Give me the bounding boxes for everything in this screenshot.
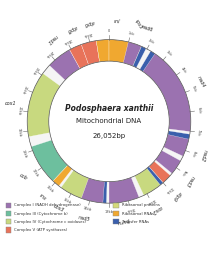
Wedge shape (140, 51, 155, 72)
Text: rps3: rps3 (134, 18, 144, 30)
FancyBboxPatch shape (6, 211, 11, 216)
Text: 14kb: 14kb (83, 206, 92, 212)
Text: 26,052bp: 26,052bp (92, 133, 126, 139)
Text: 24kb: 24kb (62, 37, 72, 45)
Text: 25kb: 25kb (83, 31, 92, 37)
Wedge shape (103, 181, 107, 203)
Text: 11kb: 11kb (146, 198, 156, 205)
Text: nad4: nad4 (196, 75, 206, 88)
Wedge shape (109, 40, 129, 63)
Wedge shape (147, 167, 163, 185)
Text: Complex I (NADH dehydrogenase): Complex I (NADH dehydrogenase) (14, 203, 81, 207)
Text: Mitochondrial DNA: Mitochondrial DNA (77, 118, 141, 124)
Wedge shape (123, 42, 141, 66)
Text: nad6: nad6 (140, 24, 154, 33)
Text: 13kb: 13kb (105, 210, 113, 214)
FancyBboxPatch shape (6, 203, 11, 208)
Text: 17kb: 17kb (30, 168, 39, 178)
Text: atp6: atp6 (83, 19, 95, 27)
FancyBboxPatch shape (6, 219, 11, 224)
Wedge shape (61, 170, 89, 198)
Text: 9kb: 9kb (180, 169, 187, 177)
Text: 18kb: 18kb (21, 149, 28, 158)
Wedge shape (135, 168, 161, 196)
Text: cox2: cox2 (150, 204, 163, 215)
Text: Complex III (Cytochrome b): Complex III (Cytochrome b) (14, 211, 68, 216)
FancyBboxPatch shape (113, 203, 119, 208)
Text: Complex V (ATP synthases): Complex V (ATP synthases) (14, 228, 68, 232)
Text: Podosphaera xanthii: Podosphaera xanthii (65, 104, 153, 113)
Text: Complex IV (Cytochrome c oxidases): Complex IV (Cytochrome c oxidases) (14, 220, 86, 224)
Text: Ribosomal proteins: Ribosomal proteins (122, 203, 160, 207)
Text: 10kb: 10kb (164, 185, 174, 194)
Text: nad3: nad3 (184, 175, 195, 188)
Wedge shape (133, 46, 146, 68)
Text: lpuru: lpuru (116, 217, 129, 224)
Text: rnl: rnl (113, 19, 120, 24)
Wedge shape (70, 44, 89, 69)
Text: nad1: nad1 (45, 34, 58, 45)
Wedge shape (109, 177, 139, 203)
Wedge shape (155, 151, 181, 173)
Text: atp8: atp8 (65, 24, 78, 33)
Text: 2kb: 2kb (147, 38, 155, 45)
Wedge shape (168, 131, 190, 139)
Wedge shape (164, 133, 189, 156)
FancyBboxPatch shape (6, 227, 11, 232)
FancyBboxPatch shape (113, 219, 119, 224)
Wedge shape (79, 177, 105, 203)
Text: 23kb: 23kb (44, 49, 54, 58)
Text: 16kb: 16kb (44, 185, 54, 194)
Text: Transfer RNAs: Transfer RNAs (122, 220, 149, 224)
Wedge shape (117, 40, 144, 67)
Text: 20kb: 20kb (17, 106, 22, 115)
Text: 1kb: 1kb (127, 31, 134, 36)
Wedge shape (81, 41, 100, 65)
Text: 3kb: 3kb (165, 50, 173, 57)
Wedge shape (27, 40, 191, 203)
Text: 0: 0 (108, 29, 110, 33)
Text: 12kb: 12kb (126, 206, 135, 212)
Text: cox3: cox3 (52, 203, 65, 213)
Wedge shape (49, 50, 80, 80)
Text: nad5: nad5 (78, 215, 91, 222)
Text: 19kb: 19kb (17, 127, 22, 137)
Text: cox1: cox1 (5, 101, 17, 106)
Text: Ribosomal RNAs: Ribosomal RNAs (122, 211, 154, 216)
Text: cob: cob (18, 173, 28, 181)
Text: 15kb: 15kb (62, 198, 72, 205)
Text: nad2: nad2 (199, 149, 208, 162)
Text: 7kb: 7kb (196, 129, 201, 136)
Wedge shape (149, 161, 170, 183)
Wedge shape (31, 140, 68, 181)
Text: atp9: atp9 (171, 190, 182, 201)
Wedge shape (53, 165, 72, 186)
Text: 4kb: 4kb (180, 66, 187, 74)
Text: 22kb: 22kb (30, 65, 39, 75)
Text: rns: rns (39, 193, 48, 201)
Wedge shape (27, 73, 60, 137)
Text: 6kb: 6kb (196, 107, 201, 114)
Text: 5kb: 5kb (190, 85, 196, 93)
Text: 8kb: 8kb (190, 150, 196, 157)
Text: 21kb: 21kb (21, 84, 28, 94)
FancyBboxPatch shape (113, 211, 119, 216)
Wedge shape (96, 40, 109, 62)
Wedge shape (141, 52, 191, 132)
